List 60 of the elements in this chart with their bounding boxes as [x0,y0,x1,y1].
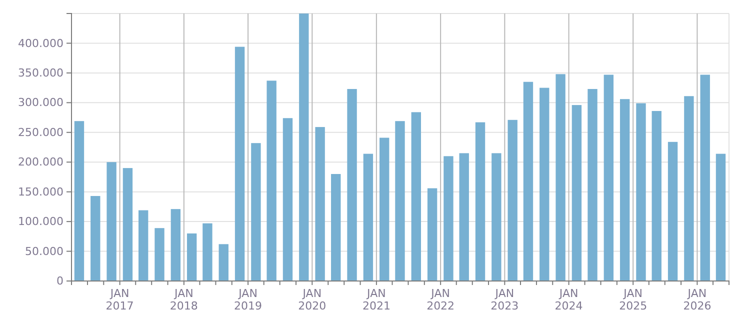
bar [218,244,228,281]
bar [251,143,261,281]
x-tick-label: JAN 2024 [554,286,583,313]
bar [106,162,116,281]
y-tick-label: 300.000 [18,96,64,110]
bar [684,96,694,281]
bar [266,80,276,281]
bar [138,210,148,281]
bar [154,228,164,281]
x-tick-label: JAN 2021 [362,286,390,313]
bar [380,138,390,281]
bar [523,82,534,281]
x-tick-label: JAN 2018 [170,286,198,313]
bar [427,188,438,281]
y-tick-label: 150.000 [18,185,64,198]
bar [652,110,662,281]
bar [315,127,325,281]
bar [282,118,293,281]
y-tick-label: 50.000 [25,244,64,258]
bar [186,233,197,281]
x-tick-label: JAN 2022 [426,286,455,313]
x-tick-label: JAN 2023 [490,286,519,313]
y-tick-label: 100.000 [18,215,64,228]
bar [395,121,405,281]
bar [700,74,710,281]
bar [363,154,374,281]
bar [475,122,486,281]
x-tick-label: JAN 2026 [683,286,712,313]
bar [90,196,100,281]
bar [74,121,84,281]
y-tick-label: 400.000 [18,36,64,50]
bar [411,112,421,281]
bar [202,223,212,281]
bar [122,168,133,281]
bar [459,153,469,281]
bar [234,46,245,281]
y-tick-label: 200.000 [18,156,64,169]
bar [170,209,181,281]
bar [540,88,550,281]
bar [508,120,518,281]
x-tick-label: JAN 2025 [619,286,648,313]
bar [492,153,502,281]
bar [299,14,309,281]
y-tick-label: 0 [56,274,64,288]
bar [604,74,614,281]
x-tick-label: JAN 2019 [234,286,262,313]
y-tick-label: 350.000 [18,66,64,80]
bar [572,105,582,281]
x-tick-label: JAN 2020 [298,286,326,313]
bar [668,142,678,281]
bar [636,103,646,281]
bar [444,156,454,281]
bar [588,88,598,281]
bar [556,74,566,281]
bar [716,154,726,281]
x-tick-label: JAN 2017 [106,286,134,313]
bar [620,99,630,281]
bar [347,88,357,281]
bar [331,174,341,281]
y-tick-label: 250.000 [18,126,64,139]
